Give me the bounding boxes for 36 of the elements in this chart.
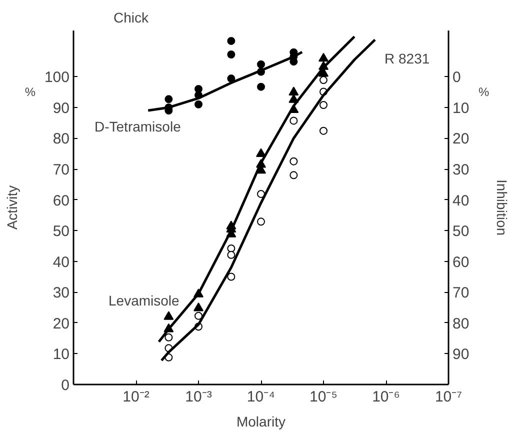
text: % — [24, 85, 36, 100]
y2-tick-label: 0 — [452, 69, 461, 86]
x-tick-label: 10⁻³ — [185, 388, 212, 406]
y-axis-title: Activity — [4, 185, 20, 230]
y2-tick-label: 60 — [452, 254, 470, 271]
y-tick-label: 80 — [52, 130, 70, 148]
y2-tick-label: 80 — [452, 315, 470, 332]
x-tick-label: 10⁻² — [122, 388, 150, 406]
y-tick-label: 30 — [52, 284, 70, 302]
y-tick-label: 10 — [52, 346, 70, 364]
y-tick-label: 50 — [52, 223, 70, 240]
y2-tick-label: 10 — [452, 100, 470, 117]
x-tick-label: 10⁻⁴ — [246, 388, 276, 406]
y-tick-label: 100 — [44, 69, 70, 86]
x-tick-label: 10⁻⁶ — [372, 388, 400, 406]
y2-tick-label: 20 — [452, 130, 470, 148]
y2-tick-label: 70 — [452, 284, 470, 302]
x-axis-title: Molarity — [236, 414, 286, 430]
annotation: R 8231 — [384, 50, 430, 66]
y-tick-label: 20 — [52, 315, 70, 332]
x-tick-label: 10⁻⁷ — [434, 388, 462, 406]
chart-title: Chick — [114, 10, 150, 26]
text: % — [478, 85, 490, 100]
y-tick-label: 90 — [52, 100, 70, 117]
y-tick-label: 60 — [52, 192, 70, 210]
y-tick-label: 40 — [52, 254, 70, 271]
y2-tick-label: 50 — [452, 223, 470, 240]
y-tick-label: 0 — [61, 377, 70, 394]
y2-axis-title: Inhibition — [494, 179, 510, 236]
annotation: Levamisole — [108, 292, 180, 308]
y2-tick-label: 40 — [452, 192, 470, 210]
y-tick-label: 70 — [52, 162, 70, 179]
x-tick-label: 10⁻⁵ — [310, 388, 338, 406]
y2-tick-label: 30 — [452, 162, 470, 179]
annotation: D-Tetramisole — [94, 118, 182, 134]
y2-tick-label: 90 — [452, 346, 470, 364]
